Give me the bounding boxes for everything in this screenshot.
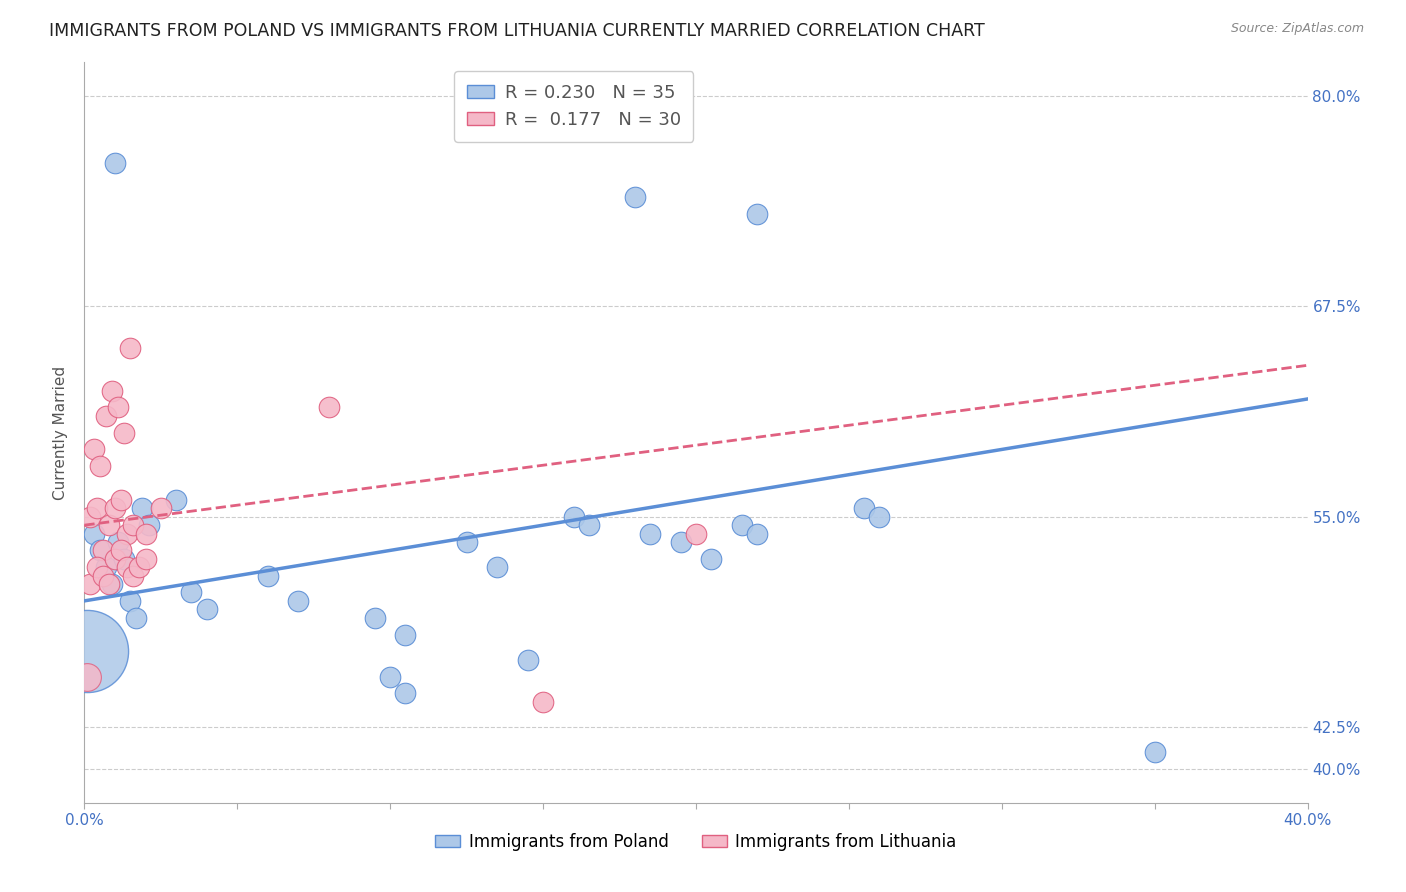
- Point: [180, 585, 202, 599]
- Point: [138, 518, 160, 533]
- Point: [380, 670, 402, 684]
- Point: [115, 526, 138, 541]
- Text: IMMIGRANTS FROM POLAND VS IMMIGRANTS FROM LITHUANIA CURRENTLY MARRIED CORRELATIO: IMMIGRANTS FROM POLAND VS IMMIGRANTS FRO…: [49, 22, 986, 40]
- Point: [456, 535, 478, 549]
- Point: [79, 509, 101, 524]
- Point: [122, 568, 145, 582]
- Point: [97, 577, 120, 591]
- Point: [747, 526, 769, 541]
- Point: [76, 644, 98, 658]
- Point: [624, 190, 647, 204]
- Point: [531, 695, 554, 709]
- Point: [638, 526, 661, 541]
- Point: [669, 535, 692, 549]
- Point: [516, 653, 538, 667]
- Point: [120, 594, 142, 608]
- Point: [1143, 745, 1166, 759]
- Point: [287, 594, 309, 608]
- Point: [122, 518, 145, 533]
- Point: [76, 670, 98, 684]
- Point: [685, 526, 707, 541]
- Point: [135, 551, 157, 566]
- Point: [89, 543, 111, 558]
- Point: [110, 543, 132, 558]
- Point: [165, 492, 187, 507]
- Point: [394, 627, 416, 641]
- Point: [128, 560, 150, 574]
- Point: [394, 686, 416, 700]
- Point: [120, 342, 142, 356]
- Point: [107, 401, 129, 415]
- Point: [562, 509, 585, 524]
- Point: [97, 518, 120, 533]
- Y-axis label: Currently Married: Currently Married: [53, 366, 69, 500]
- Point: [104, 156, 127, 170]
- Point: [86, 560, 108, 574]
- Point: [94, 560, 117, 574]
- Point: [79, 577, 101, 591]
- Point: [578, 518, 600, 533]
- Point: [149, 501, 172, 516]
- Point: [115, 560, 138, 574]
- Point: [94, 409, 117, 423]
- Legend: Immigrants from Poland, Immigrants from Lithuania: Immigrants from Poland, Immigrants from …: [429, 826, 963, 857]
- Point: [131, 501, 153, 516]
- Point: [110, 492, 132, 507]
- Point: [112, 425, 135, 440]
- Point: [112, 551, 135, 566]
- Point: [104, 501, 127, 516]
- Point: [125, 611, 148, 625]
- Point: [486, 560, 509, 574]
- Point: [86, 501, 108, 516]
- Point: [83, 526, 105, 541]
- Point: [135, 526, 157, 541]
- Point: [83, 442, 105, 457]
- Point: [364, 611, 387, 625]
- Point: [747, 207, 769, 221]
- Point: [101, 577, 124, 591]
- Point: [700, 551, 723, 566]
- Point: [869, 509, 891, 524]
- Point: [318, 401, 340, 415]
- Point: [731, 518, 754, 533]
- Point: [104, 551, 127, 566]
- Point: [89, 459, 111, 474]
- Point: [853, 501, 876, 516]
- Point: [257, 568, 280, 582]
- Point: [107, 535, 129, 549]
- Point: [91, 568, 114, 582]
- Text: Source: ZipAtlas.com: Source: ZipAtlas.com: [1230, 22, 1364, 36]
- Point: [101, 384, 124, 398]
- Point: [91, 543, 114, 558]
- Point: [195, 602, 218, 616]
